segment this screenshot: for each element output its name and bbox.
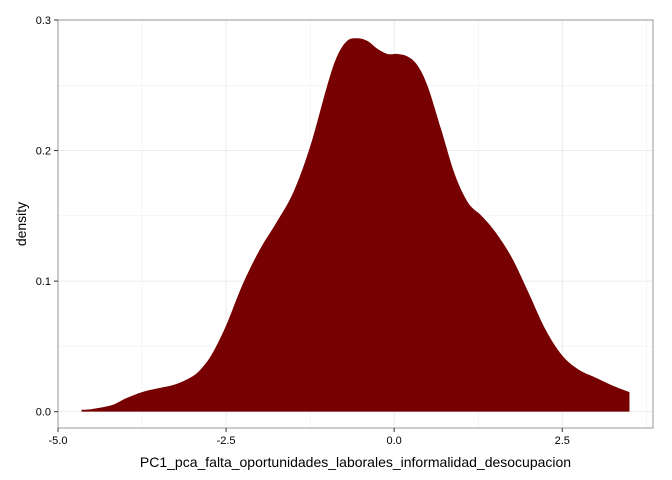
axis-ticks: -5.0 -2.5 0.0 2.5 0.0 0.1 0.2 0.3 xyxy=(36,15,570,447)
y-tick-label: 0.2 xyxy=(36,146,51,158)
x-tick-label: 2.5 xyxy=(555,435,570,447)
y-axis-title: density xyxy=(13,202,29,246)
x-tick-label: 0.0 xyxy=(387,435,402,447)
panel-border xyxy=(57,19,654,429)
density-area xyxy=(81,38,630,412)
x-tick-label: -2.5 xyxy=(217,435,236,447)
x-tick-label: -5.0 xyxy=(49,435,68,447)
y-tick-label: 0.1 xyxy=(36,276,51,288)
x-axis-title: PC1_pca_falta_oportunidades_laborales_in… xyxy=(140,454,571,470)
y-tick-label: 0.0 xyxy=(36,407,51,419)
y-tick-label: 0.3 xyxy=(36,15,51,27)
